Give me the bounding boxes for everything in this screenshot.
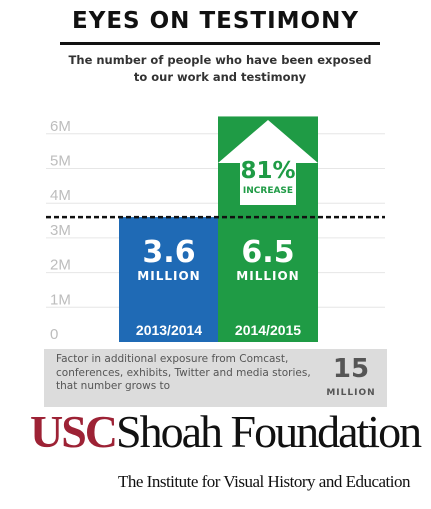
note-box bbox=[44, 349, 387, 407]
total-unit: MILLION bbox=[326, 388, 376, 398]
usc-shoah-logo: USCShoah Foundation bbox=[30, 404, 422, 460]
bar-value-label: 6.5 bbox=[241, 235, 294, 270]
y-tick-label: 5M bbox=[50, 153, 71, 170]
x-tick-label: 2013/2014 bbox=[136, 322, 202, 338]
increase-label: INCREASE bbox=[243, 186, 293, 196]
bar-2013/2014 bbox=[119, 217, 219, 342]
bar-unit-label: MILLION bbox=[137, 269, 200, 283]
title-underline bbox=[60, 42, 380, 45]
logo-subtitle: The Institute for Visual History and Edu… bbox=[118, 472, 411, 491]
chart-title: EYES ON TESTIMONY bbox=[71, 8, 359, 34]
logo-shoah-foundation: Shoah Foundation bbox=[116, 406, 422, 457]
y-tick-label: 0 bbox=[50, 326, 58, 343]
increase-percent: 81% bbox=[240, 158, 295, 184]
total-value: 15 bbox=[332, 354, 370, 384]
bar-unit-label: MILLION bbox=[236, 269, 299, 283]
y-tick-label: 2M bbox=[50, 257, 71, 274]
increase-arrow bbox=[218, 120, 318, 205]
bar-value-label: 3.6 bbox=[142, 235, 195, 270]
logo-usc: USC bbox=[30, 406, 118, 457]
x-tick-label: 2014/2015 bbox=[235, 322, 301, 338]
note-text: Factor in additional exposure from Comca… bbox=[56, 353, 311, 392]
y-tick-label: 1M bbox=[50, 291, 71, 308]
y-tick-label: 6M bbox=[50, 118, 71, 135]
y-tick-label: 4M bbox=[50, 187, 71, 204]
chart-subtitle: The number of people who have been expos… bbox=[68, 53, 372, 84]
y-tick-label: 3M bbox=[50, 222, 71, 239]
